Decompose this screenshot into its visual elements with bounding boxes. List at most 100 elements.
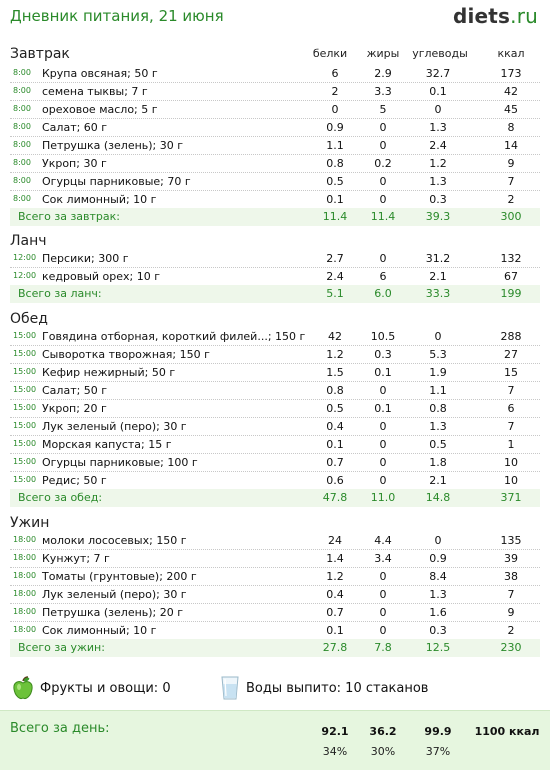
protein-value: 0.8 (326, 157, 344, 170)
section-total-label: Всего за завтрак: (18, 210, 121, 223)
kcal-value: 39 (504, 552, 518, 565)
food-name[interactable]: ореховое масло; 5 г (42, 103, 158, 116)
kcal-value: 2 (507, 624, 515, 637)
kcal-value: 42 (504, 85, 518, 98)
section-title-lunch: Ланч (10, 233, 47, 249)
kcal-value: 27 (504, 348, 518, 361)
fat-value: 0.3 (374, 348, 392, 361)
fat-value: 0.1 (374, 366, 392, 379)
fat-value: 10.5 (370, 330, 396, 343)
fat-value: 5 (379, 103, 387, 116)
food-name[interactable]: Огурцы парниковые; 70 г (42, 175, 191, 188)
kcal-value: 38 (504, 570, 518, 583)
fat-total: 11.0 (370, 491, 396, 504)
fat-value: 0.1 (374, 402, 392, 415)
food-name[interactable]: Персики; 300 г (42, 252, 129, 265)
section-total-label: Всего за обед: (18, 491, 103, 504)
protein-value: 0.1 (326, 624, 344, 637)
food-name[interactable]: семена тыквы; 7 г (42, 85, 148, 98)
carbs-value: 1.1 (429, 384, 447, 397)
protein-value: 1.5 (326, 366, 344, 379)
food-name[interactable]: Говядина отборная, короткий филей...; 15… (42, 330, 306, 343)
food-name[interactable]: Лук зеленый (перо); 30 г (42, 588, 187, 601)
protein-total: 5.1 (326, 287, 344, 300)
meal-time: 15:00 (13, 403, 37, 412)
fat-value: 0 (379, 570, 387, 583)
fat-total: 11.4 (370, 210, 396, 223)
section-title-dinner: Обед (10, 311, 48, 327)
fat-value: 0 (379, 384, 387, 397)
carbs-value: 0.9 (429, 552, 447, 565)
food-name[interactable]: Сок лимонный; 10 г (42, 624, 157, 637)
kcal-value: 10 (504, 474, 518, 487)
food-name[interactable]: Сыворотка творожная; 150 г (42, 348, 210, 361)
carbs-total: 33.3 (425, 287, 451, 300)
table-row: 8:00 Огурцы парниковые; 70 г 0.5 0 1.3 7 (10, 173, 540, 191)
day-total-label: Всего за день: (10, 721, 110, 736)
protein-value: 0.8 (326, 384, 344, 397)
food-name[interactable]: Морская капуста; 15 г (42, 438, 172, 451)
section-total-label: Всего за ужин: (18, 641, 105, 654)
section-title-breakfast: Завтрак (10, 46, 70, 62)
day-protein-percent: 34% (322, 745, 348, 758)
kcal-value: 288 (500, 330, 522, 343)
food-name[interactable]: Салат; 60 г (42, 121, 108, 134)
kcal-value: 14 (504, 139, 518, 152)
meal-time: 12:00 (13, 253, 37, 262)
protein-value: 0.6 (326, 474, 344, 487)
green-apple-icon (12, 676, 34, 700)
food-name[interactable]: Салат; 50 г (42, 384, 108, 397)
food-name[interactable]: Крупа овсяная; 50 г (42, 67, 158, 80)
meal-time: 15:00 (13, 475, 37, 484)
carbs-value: 5.3 (429, 348, 447, 361)
extras-bar: Фрукты и овощи: 0 Воды выпито: 10 стакан… (10, 674, 540, 704)
site-logo[interactable]: diets.ru (453, 4, 538, 28)
kcal-value: 7 (507, 588, 515, 601)
carbs-total: 12.5 (425, 641, 451, 654)
food-name[interactable]: Лук зеленый (перо); 30 г (42, 420, 187, 433)
kcal-value: 9 (507, 157, 515, 170)
fat-value: 0.2 (374, 157, 392, 170)
food-name[interactable]: Укроп; 30 г (42, 157, 107, 170)
meal-time: 15:00 (13, 439, 37, 448)
carbs-value: 2.1 (429, 474, 447, 487)
carbs-value: 31.2 (425, 252, 451, 265)
kcal-total: 230 (500, 641, 522, 654)
protein-value: 0.5 (326, 175, 344, 188)
carbs-value: 1.6 (429, 606, 447, 619)
food-name[interactable]: Сок лимонный; 10 г (42, 193, 157, 206)
food-name[interactable]: Кунжут; 7 г (42, 552, 110, 565)
fat-value: 4.4 (374, 534, 392, 547)
meal-time: 18:00 (13, 553, 37, 562)
fat-value: 0 (379, 420, 387, 433)
fat-value: 0 (379, 193, 387, 206)
carbs-value: 1.3 (429, 588, 447, 601)
meal-time: 18:00 (13, 625, 37, 634)
kcal-value: 7 (507, 175, 515, 188)
kcal-value: 15 (504, 366, 518, 379)
food-name[interactable]: Томаты (грунтовые); 200 г (42, 570, 197, 583)
meal-time: 15:00 (13, 367, 37, 376)
food-name[interactable]: Петрушка (зелень); 30 г (42, 139, 184, 152)
food-name[interactable]: Кефир нежирный; 50 г (42, 366, 176, 379)
protein-value: 0.5 (326, 402, 344, 415)
food-name[interactable]: кедровый орех; 10 г (42, 270, 161, 283)
carbs-value: 1.8 (429, 456, 447, 469)
protein-value: 0.1 (326, 193, 344, 206)
food-name[interactable]: молоки лососевых; 150 г (42, 534, 187, 547)
protein-value: 0.1 (326, 438, 344, 451)
table-row: 15:00 Говядина отборная, короткий филей.… (10, 328, 540, 346)
carbs-value: 1.3 (429, 121, 447, 134)
food-name[interactable]: Редис; 50 г (42, 474, 107, 487)
table-row: 15:00 Сыворотка творожная; 150 г 1.2 0.3… (10, 346, 540, 364)
table-row: 18:00 Лук зеленый (перо); 30 г 0.4 0 1.3… (10, 586, 540, 604)
table-row: 15:00 Укроп; 20 г 0.5 0.1 0.8 6 (10, 400, 540, 418)
food-name[interactable]: Огурцы парниковые; 100 г (42, 456, 198, 469)
meal-time: 8:00 (13, 104, 31, 113)
food-name[interactable]: Укроп; 20 г (42, 402, 107, 415)
logo-main: diets (452, 4, 511, 28)
fat-value: 6 (379, 270, 387, 283)
protein-value: 0 (331, 103, 339, 116)
protein-value: 2 (331, 85, 339, 98)
food-name[interactable]: Петрушка (зелень); 20 г (42, 606, 184, 619)
